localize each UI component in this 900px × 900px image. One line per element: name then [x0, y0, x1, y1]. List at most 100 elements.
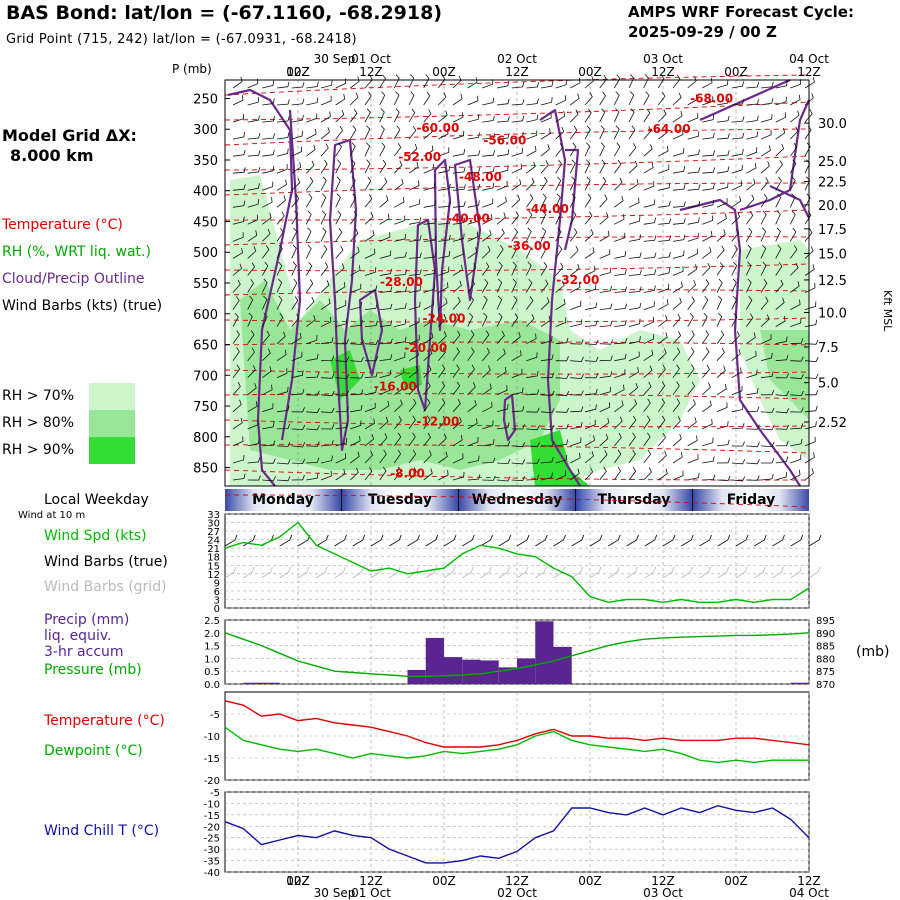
wind-barb [320, 355, 335, 362]
wind-barb [364, 212, 374, 225]
wind-barb [452, 112, 464, 123]
wind-barb [394, 286, 408, 293]
temp-ytick-label: -5 [210, 710, 220, 721]
wind-barb [760, 296, 769, 310]
wind-ytick-label: 9 [214, 578, 220, 589]
wind-barb [496, 149, 510, 157]
wind-barb [379, 320, 393, 327]
wind-barb-grid [516, 566, 529, 579]
wind-barb [349, 176, 356, 191]
wind-barb [614, 400, 624, 413]
wind-barb [599, 371, 613, 379]
wind-barb [555, 227, 562, 242]
isotherm-label: -8.00 [390, 467, 425, 481]
wind-barb [687, 248, 699, 259]
wind-barb [276, 195, 286, 208]
wind-barb [614, 384, 625, 396]
wind-barb [584, 211, 593, 225]
wind-barb [482, 133, 496, 140]
wind-barb [467, 263, 477, 276]
wind-barb [320, 176, 327, 191]
wind-barb-grid [443, 566, 456, 579]
wind-barb [526, 352, 538, 362]
wind-barb [643, 432, 651, 447]
wind-barb [496, 385, 508, 396]
wind-barb [716, 115, 730, 123]
wind-barb [628, 367, 639, 379]
wind-barb [570, 356, 584, 363]
pressure-tick-label: 300 [193, 123, 218, 138]
wind-barb [789, 176, 796, 191]
wind-barb [320, 455, 333, 464]
bottom-tick-label: 12Z [797, 874, 821, 888]
wind-barb [482, 457, 496, 464]
wind-barb [379, 286, 393, 293]
wind-barb-true [608, 534, 621, 547]
wind-barb [276, 148, 289, 157]
isotherm-label: -52.00 [398, 150, 441, 164]
wind-barb [291, 442, 306, 448]
wind-barb [364, 91, 372, 106]
wind-barb [584, 142, 591, 157]
wind-barb [790, 469, 801, 481]
wind-barb [306, 473, 319, 481]
wind-barb [423, 182, 436, 191]
wind-barb [570, 452, 581, 464]
precip-bar [517, 658, 536, 684]
precip-bar [462, 659, 481, 684]
wind-barb [335, 245, 344, 259]
kft-tick-label: 2.52 [818, 416, 847, 431]
wind-barb [687, 184, 701, 191]
wind-barb [305, 261, 313, 276]
wind-barb [628, 432, 636, 447]
wind-barb [731, 278, 737, 293]
wind-barb [584, 176, 591, 191]
wind-barb [643, 199, 656, 208]
wind-barb [614, 214, 625, 225]
wind-barb-grid [297, 566, 310, 579]
wind-barb [775, 127, 786, 140]
wind-barb-grid [808, 566, 821, 579]
wind-barb [599, 303, 613, 310]
wind-barb [526, 314, 535, 327]
wind-barb [379, 433, 388, 447]
wind-barb [232, 364, 241, 378]
wind-barb [643, 415, 651, 430]
wind-barb [760, 278, 768, 293]
wind-barb [731, 180, 743, 191]
wind-barb [496, 133, 510, 140]
wind-barb [320, 424, 335, 430]
wind-barb [291, 458, 306, 465]
wind-barb [599, 249, 611, 259]
cloud-outline [328, 138, 358, 452]
isotherm-label: -48.00 [459, 170, 502, 184]
wind-barb [452, 166, 466, 174]
wind-barb [247, 312, 253, 327]
wind-barb [687, 472, 700, 481]
wind-barb [658, 200, 671, 208]
wind-barb [526, 145, 537, 157]
wind-barb [262, 384, 273, 396]
cloud-outline [769, 185, 810, 219]
wind-barb [276, 278, 283, 293]
wind-barb [526, 333, 537, 345]
rh90-label: RH > 90% [2, 442, 75, 458]
wind-barb [790, 338, 804, 345]
wind-barb [349, 193, 357, 208]
wind-barb-grid [498, 566, 511, 579]
top-tick-label: 00Z [578, 65, 602, 79]
kft-tick-label: 22.5 [818, 176, 847, 191]
wind-barb [232, 347, 240, 361]
wind-barb [687, 76, 697, 89]
wind-barb-grid [243, 566, 255, 579]
top-tick-label: 12Z [359, 65, 383, 79]
wind-barb [511, 115, 525, 123]
wind-barb [482, 383, 492, 396]
wind-barb [335, 193, 341, 208]
wind-barb [496, 476, 511, 482]
wind-barb [276, 261, 283, 276]
wind-barb [731, 196, 742, 208]
wind-barb [746, 147, 758, 157]
wind-barb [452, 130, 465, 140]
wind-barb [423, 468, 433, 481]
